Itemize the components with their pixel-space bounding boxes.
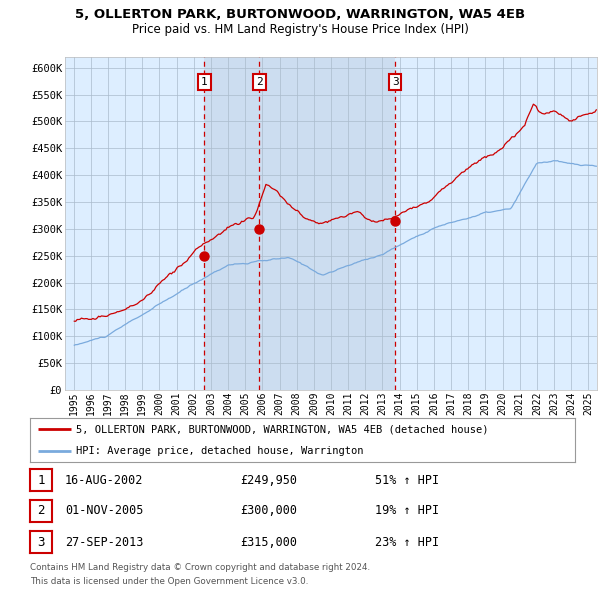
Bar <box>259 57 395 390</box>
Text: 16-AUG-2002: 16-AUG-2002 <box>65 474 143 487</box>
Text: 3: 3 <box>37 536 45 549</box>
Text: HPI: Average price, detached house, Warrington: HPI: Average price, detached house, Warr… <box>76 446 364 456</box>
Text: £300,000: £300,000 <box>240 504 297 517</box>
Text: 1: 1 <box>37 474 45 487</box>
Text: 51% ↑ HPI: 51% ↑ HPI <box>375 474 439 487</box>
Bar <box>205 57 259 390</box>
Text: 27-SEP-2013: 27-SEP-2013 <box>65 536 143 549</box>
Text: 2: 2 <box>256 77 263 87</box>
Text: Contains HM Land Registry data © Crown copyright and database right 2024.: Contains HM Land Registry data © Crown c… <box>30 562 370 572</box>
Text: 5, OLLERTON PARK, BURTONWOOD, WARRINGTON, WA5 4EB: 5, OLLERTON PARK, BURTONWOOD, WARRINGTON… <box>75 8 525 21</box>
Text: £315,000: £315,000 <box>240 536 297 549</box>
Text: 2: 2 <box>37 504 45 517</box>
Text: 01-NOV-2005: 01-NOV-2005 <box>65 504 143 517</box>
Text: 19% ↑ HPI: 19% ↑ HPI <box>375 504 439 517</box>
Text: Price paid vs. HM Land Registry's House Price Index (HPI): Price paid vs. HM Land Registry's House … <box>131 24 469 37</box>
Text: This data is licensed under the Open Government Licence v3.0.: This data is licensed under the Open Gov… <box>30 576 308 585</box>
Text: £249,950: £249,950 <box>240 474 297 487</box>
Text: 1: 1 <box>201 77 208 87</box>
Text: 23% ↑ HPI: 23% ↑ HPI <box>375 536 439 549</box>
Text: 5, OLLERTON PARK, BURTONWOOD, WARRINGTON, WA5 4EB (detached house): 5, OLLERTON PARK, BURTONWOOD, WARRINGTON… <box>76 424 489 434</box>
Text: 3: 3 <box>392 77 398 87</box>
